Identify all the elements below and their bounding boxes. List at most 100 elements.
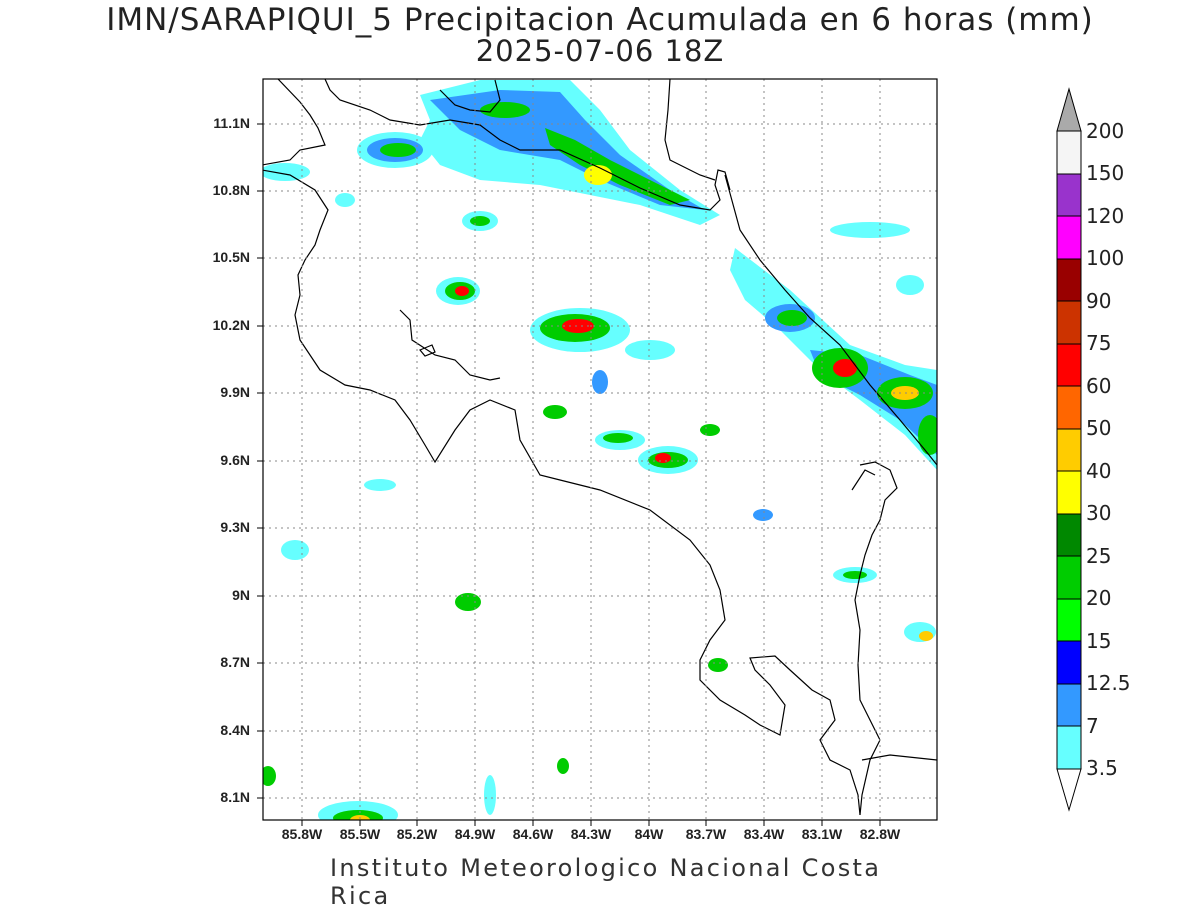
colorbar-label: 50: [1086, 416, 1112, 440]
colorbar-box: [1056, 555, 1082, 600]
colorbar-label: 30: [1086, 501, 1112, 525]
lat-label: 8.7N: [220, 654, 250, 670]
precip-cell: [455, 286, 469, 296]
colorbar-label: 20: [1086, 586, 1112, 610]
precip-cell: [584, 165, 612, 185]
colorbar-label: 15: [1086, 629, 1112, 653]
precip-cell: [455, 593, 481, 611]
precip-cell: [625, 340, 675, 360]
lat-label: 10.5N: [212, 249, 250, 265]
colorbar-box: [1056, 300, 1082, 345]
lat-label: 8.4N: [220, 722, 250, 738]
lat-label: 11.1N: [213, 115, 250, 131]
colorbar-box: [1056, 215, 1082, 260]
map-frame: [262, 78, 938, 821]
colorbar-label: 60: [1086, 374, 1112, 398]
precip-cell: [777, 310, 807, 326]
coastline-path: [419, 344, 436, 357]
lat-label: 10.8N: [212, 182, 250, 198]
colorbar-box: [1056, 173, 1082, 217]
precip-cell: [335, 193, 355, 207]
precip-cell: [700, 424, 720, 436]
lat-label: 8.1N: [220, 789, 250, 805]
colorbar-label: 100: [1086, 246, 1125, 270]
lon-label: 84.6W: [512, 826, 554, 842]
lon-label: 83.1W: [801, 826, 843, 842]
precip-cell: [263, 163, 310, 181]
colorbar-box: [1056, 470, 1082, 515]
colorbar-label: 40: [1086, 459, 1112, 483]
colorbar-label: 150: [1086, 161, 1125, 185]
precip-cell: [753, 509, 773, 521]
colorbar-label: 3.5: [1086, 756, 1118, 780]
precip-cell: [543, 405, 567, 419]
colorbar-box: [1056, 343, 1082, 387]
colorbar-box: [1056, 130, 1082, 175]
precip-cell: [562, 319, 594, 333]
precip-cell: [557, 758, 569, 774]
colorbar-label: 7: [1086, 714, 1099, 738]
lon-label: 83.7W: [685, 826, 727, 842]
lon-label: 85.2W: [396, 826, 438, 842]
precip-cell: [263, 766, 276, 786]
lon-label: 85.5W: [339, 826, 381, 842]
colorbar-overflow-arrow: [1056, 87, 1082, 132]
border-path: [854, 461, 898, 816]
colorbar-box: [1056, 683, 1082, 727]
colorbar-box: [1056, 258, 1082, 302]
precip-cell: [708, 658, 728, 672]
axis-ticks: [257, 123, 881, 826]
precip-cell: [603, 433, 633, 443]
border-path: [324, 79, 731, 211]
colorbar-box: [1056, 598, 1082, 642]
lon-label: 84W: [634, 826, 664, 842]
lon-label: 82.8W: [859, 826, 901, 842]
lat-label: 10.2N: [212, 317, 250, 333]
lon-label: 84.3W: [570, 826, 612, 842]
coastline-path: [861, 754, 937, 761]
colorbar-label: 90: [1086, 289, 1112, 313]
precip-cell: [281, 540, 309, 560]
coastline-path: [439, 79, 501, 113]
colorbar-box: [1056, 725, 1082, 770]
colorbar-label: 75: [1086, 331, 1112, 355]
coastline-path: [399, 309, 501, 381]
coastline-path: [263, 79, 861, 816]
precip-cell: [918, 415, 937, 455]
lon-label: 84.9W: [454, 826, 496, 842]
coastline-path: [851, 469, 876, 491]
precip-cell: [470, 216, 490, 226]
precip-cell: [843, 571, 867, 579]
colorbar-box: [1056, 640, 1082, 685]
precip-cell: [364, 479, 396, 491]
precip-cell: [830, 222, 910, 238]
colorbar-label: 120: [1086, 204, 1125, 228]
precipitation-field: [263, 80, 937, 820]
precip-cell: [484, 775, 496, 815]
lat-label: 9.6N: [220, 452, 250, 468]
colorbar-label: 200: [1086, 119, 1125, 143]
map-title: IMN/SARAPIQUI_5 Precipitacion Acumulada …: [106, 2, 1094, 38]
footer-credit: Instituto Meteorologico Nacional Costa R…: [330, 854, 882, 910]
colorbar-box: [1056, 428, 1082, 472]
colorbar-underflow-arrow: [1056, 768, 1082, 812]
precip-cell: [333, 810, 383, 820]
precip-cell: [833, 359, 857, 377]
colorbar: [1056, 87, 1082, 812]
map-subtitle: 2025-07-06 18Z: [475, 34, 725, 68]
colorbar-label: 12.5: [1086, 671, 1131, 695]
precip-cell: [655, 453, 671, 463]
lat-label: 9.3N: [220, 519, 250, 535]
precip-cell: [480, 102, 530, 118]
colorbar-box: [1056, 513, 1082, 557]
lon-label: 85.8W: [281, 826, 323, 842]
lat-label: 9N: [232, 587, 250, 603]
colorbar-box: [1056, 385, 1082, 430]
precip-cell: [380, 143, 416, 157]
lon-label: 83.4W: [743, 826, 785, 842]
graticule: [263, 79, 937, 820]
colorbar-label: 25: [1086, 544, 1112, 568]
precip-band-north-core: [545, 128, 690, 205]
precip-cell: [896, 275, 924, 295]
